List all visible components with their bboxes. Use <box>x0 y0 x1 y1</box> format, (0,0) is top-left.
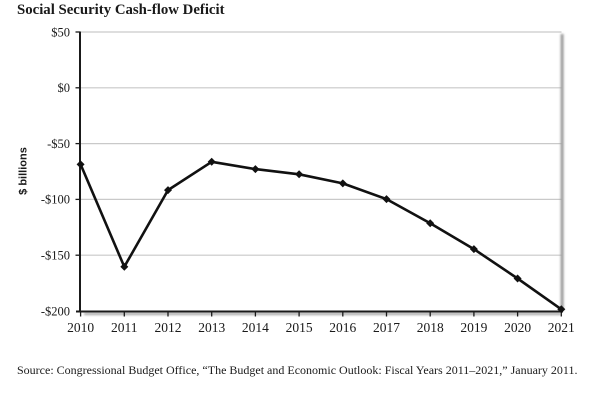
svg-text:-$150: -$150 <box>41 249 70 263</box>
svg-text:2020: 2020 <box>504 320 531 335</box>
svg-text:2010: 2010 <box>67 320 94 335</box>
svg-text:-$100: -$100 <box>41 193 70 207</box>
svg-text:2021: 2021 <box>548 320 575 335</box>
svg-text:2016: 2016 <box>329 320 356 335</box>
svg-text:$ billions: $ billions <box>18 147 30 195</box>
svg-text:2014: 2014 <box>242 320 269 335</box>
svg-text:2015: 2015 <box>286 320 313 335</box>
svg-text:$0: $0 <box>58 81 71 95</box>
svg-text:Social Security Cash-flow Defi: Social Security Cash-flow Deficit <box>17 2 225 18</box>
svg-text:2012: 2012 <box>155 320 182 335</box>
svg-text:$50: $50 <box>51 25 70 39</box>
svg-text:2019: 2019 <box>460 320 487 335</box>
svg-text:2011: 2011 <box>111 320 138 335</box>
svg-text:2018: 2018 <box>417 320 444 335</box>
svg-text:-$50: -$50 <box>47 137 70 151</box>
svg-text:-$200: -$200 <box>41 304 70 318</box>
svg-text:Source: Congressional Budget O: Source: Congressional Budget Office, “Th… <box>17 363 577 377</box>
svg-text:2017: 2017 <box>373 320 400 335</box>
svg-text:2013: 2013 <box>198 320 225 335</box>
